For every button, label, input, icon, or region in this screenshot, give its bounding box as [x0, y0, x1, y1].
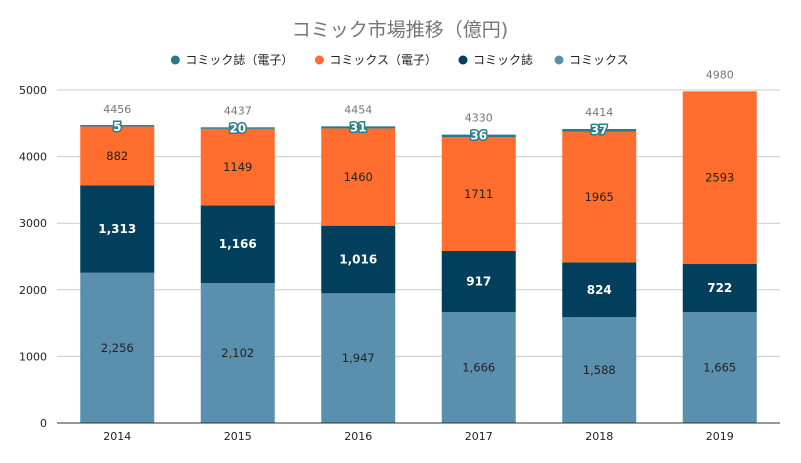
y-tick-label: 1000 [19, 350, 47, 363]
bar-segment [321, 126, 396, 129]
bar-segment [441, 250, 516, 313]
bar-segment [200, 205, 275, 284]
data-label: 1,666 [462, 361, 495, 375]
bar-segment [682, 91, 757, 265]
legend-label: コミックス [569, 53, 629, 67]
bar-segment [562, 317, 637, 423]
x-tick-label: 2018 [585, 430, 613, 443]
data-label: 1,016 [339, 252, 377, 266]
legend-label: コミック誌（電子） [185, 52, 293, 67]
bar-segment [200, 127, 275, 129]
legend: コミック誌（電子） コミックス（電子） コミック誌 コミックス [170, 52, 629, 67]
bar-segment [80, 185, 155, 273]
data-label: 1965 [585, 190, 614, 204]
legend-swatch [554, 55, 564, 65]
y-tick-label: 4000 [19, 151, 47, 164]
total-label: 4456 [103, 103, 131, 116]
bar-segment [321, 225, 396, 294]
data-label: 824 [587, 283, 612, 297]
bar-segment [80, 126, 155, 186]
data-label: 1149 [223, 160, 252, 174]
y-tick-label: 2000 [19, 284, 47, 297]
data-label: 722 [707, 281, 732, 295]
chart-title: コミック市場推移（億円) [292, 19, 508, 41]
bar-segment [200, 128, 275, 206]
bar-segment [562, 129, 637, 132]
legend-swatch [458, 55, 468, 65]
bar-segment [562, 131, 637, 263]
bars [80, 91, 757, 423]
total-label: 4454 [344, 103, 372, 116]
bar-segment [321, 128, 396, 226]
gridlines [57, 89, 780, 357]
data-label: 1,947 [342, 351, 375, 365]
x-tick-label: 2014 [103, 430, 131, 443]
x-tick-label: 2017 [465, 430, 493, 443]
data-label: 2,102 [221, 346, 254, 360]
y-tick-label: 5000 [19, 84, 47, 97]
y-tick-label: 0 [40, 417, 47, 430]
data-label: 1,665 [703, 361, 736, 375]
data-label: 1460 [344, 170, 373, 184]
legend-label: コミック誌 [473, 52, 533, 67]
bar-segment [200, 283, 275, 423]
bar-segment [441, 137, 516, 251]
x-tick-label: 2016 [344, 430, 372, 443]
data-label: 20 [229, 121, 246, 135]
data-label: 882 [106, 149, 128, 163]
bar-segment [441, 312, 516, 423]
data-labels: 2,256 1,313 882 5 4456 2,102 1,166 1149 20 4437 1,… [98, 68, 736, 377]
legend-swatch [314, 55, 324, 65]
x-tick-label: 2019 [706, 430, 734, 443]
bar-segment [441, 134, 516, 138]
legend-swatch [170, 55, 180, 65]
bar-segment [80, 272, 155, 423]
total-label: 4330 [465, 112, 493, 125]
total-label: 4437 [224, 104, 252, 117]
x-axis-ticks: 2014 2015 2016 2017 2018 2019 [103, 430, 734, 443]
data-label: 5 [113, 120, 121, 134]
data-label: 1711 [464, 187, 493, 201]
x-tick-label: 2015 [224, 430, 252, 443]
bar-segment [682, 312, 757, 423]
data-label: 917 [466, 275, 491, 289]
total-label: 4414 [585, 106, 613, 119]
data-label: 1,313 [98, 222, 136, 236]
data-label: 31 [350, 120, 367, 134]
bar-segment [682, 264, 757, 313]
total-label: 4980 [706, 68, 734, 81]
y-tick-label: 3000 [19, 217, 47, 230]
bar-segment [321, 293, 396, 423]
data-label: 37 [591, 123, 608, 137]
data-label: 36 [470, 129, 487, 143]
data-label: 2593 [705, 171, 734, 185]
legend-label: コミックス（電子） [329, 53, 437, 67]
data-label: 1,166 [219, 237, 257, 251]
data-label: 2,256 [101, 341, 134, 355]
y-axis-ticks: 0 1000 2000 3000 4000 5000 [19, 84, 47, 430]
bar-segment [80, 125, 155, 127]
bar-segment [562, 262, 637, 318]
data-label: 1,588 [583, 363, 616, 377]
